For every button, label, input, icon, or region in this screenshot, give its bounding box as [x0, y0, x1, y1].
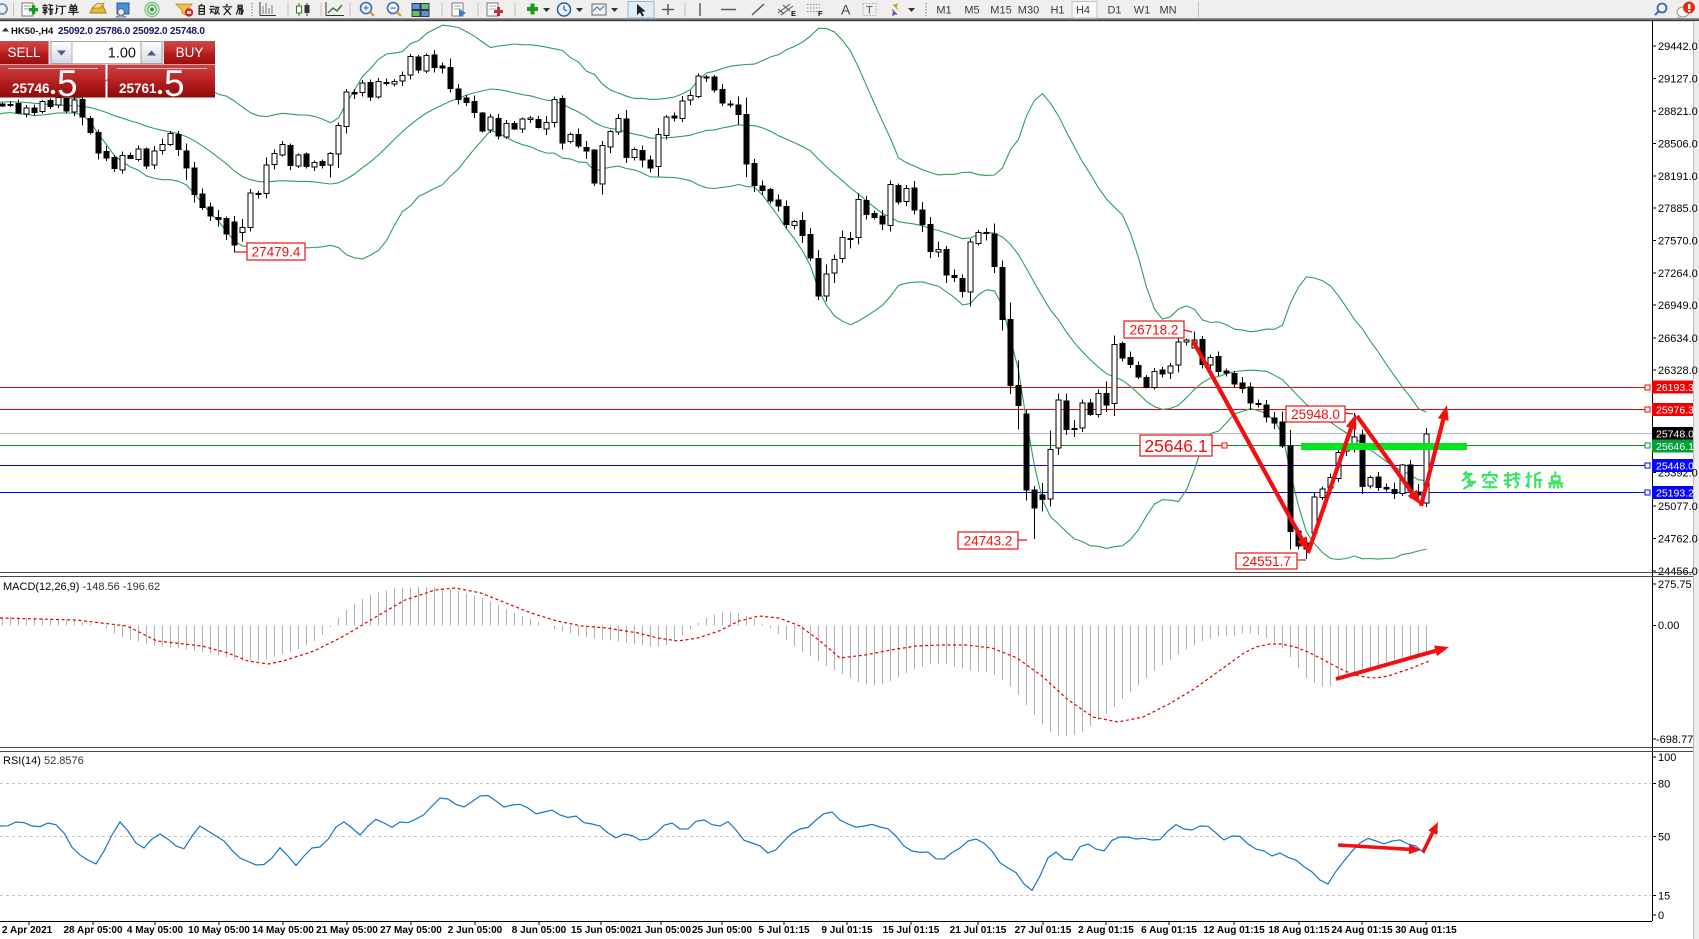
svg-text:28191.0: 28191.0 [1658, 171, 1698, 183]
svg-text:E: E [791, 9, 796, 18]
svg-text:15 Jul 01:15: 15 Jul 01:15 [883, 925, 940, 936]
svg-text:6 Aug 01:15: 6 Aug 01:15 [1141, 925, 1197, 936]
svg-text:15 Jun 05:00: 15 Jun 05:00 [571, 925, 631, 936]
svg-text:80: 80 [1658, 779, 1670, 791]
svg-text:BUY: BUY [176, 45, 204, 60]
svg-text:25761: 25761 [119, 81, 157, 96]
svg-text:25746: 25746 [12, 81, 50, 96]
svg-text:H1: H1 [1050, 5, 1064, 17]
svg-text:275.75: 275.75 [1658, 579, 1692, 591]
svg-text:29127.0: 29127.0 [1658, 74, 1698, 86]
svg-text:25646.1: 25646.1 [1144, 436, 1207, 456]
svg-text:MACD(12,26,9) -148.56 -196.62: MACD(12,26,9) -148.56 -196.62 [3, 581, 160, 593]
svg-text:24762.0: 24762.0 [1658, 534, 1698, 546]
svg-text:25 Jun 05:00: 25 Jun 05:00 [692, 925, 752, 936]
svg-text:A: A [841, 2, 851, 18]
svg-text:21 May 05:00: 21 May 05:00 [316, 925, 378, 936]
svg-text:F: F [818, 9, 823, 18]
svg-text:MN: MN [1159, 5, 1176, 17]
svg-text:10 May 05:00: 10 May 05:00 [188, 925, 250, 936]
svg-text:+: + [363, 4, 369, 15]
svg-text:27 Jul 01:15: 27 Jul 01:15 [1015, 925, 1072, 936]
svg-text:26634.0: 26634.0 [1658, 333, 1698, 345]
svg-text:27885.0: 27885.0 [1658, 203, 1698, 215]
svg-text:25976.3: 25976.3 [1656, 405, 1694, 417]
svg-text:25448.0: 25448.0 [1656, 461, 1694, 473]
svg-text:SELL: SELL [7, 45, 41, 60]
svg-text:21 Jul 01:15: 21 Jul 01:15 [950, 925, 1007, 936]
svg-text:18 Aug 01:15: 18 Aug 01:15 [1268, 925, 1330, 936]
svg-text:H4: H4 [1076, 5, 1090, 17]
svg-text:27264.0: 27264.0 [1658, 268, 1698, 280]
svg-text:T: T [866, 5, 873, 17]
svg-text:25748.0: 25748.0 [1656, 429, 1694, 441]
svg-text:0.00: 0.00 [1658, 620, 1679, 632]
svg-text:5 Jul 01:15: 5 Jul 01:15 [758, 925, 810, 936]
svg-text:26718.2: 26718.2 [1130, 322, 1179, 337]
svg-text:-698.77: -698.77 [1656, 734, 1693, 746]
svg-text:27 May 05:00: 27 May 05:00 [380, 925, 442, 936]
svg-text:27479.4: 27479.4 [252, 244, 301, 259]
svg-text:30 Aug 01:15: 30 Aug 01:15 [1395, 925, 1457, 936]
svg-text:4 May 05:00: 4 May 05:00 [127, 925, 184, 936]
svg-text:26328.0: 26328.0 [1658, 365, 1698, 377]
svg-text:100: 100 [1658, 752, 1676, 764]
svg-text:27570.0: 27570.0 [1658, 236, 1698, 248]
svg-text:25092.0 25786.0 25092.0 25748.: 25092.0 25786.0 25092.0 25748.0 [58, 26, 205, 37]
svg-text:25193.2: 25193.2 [1656, 488, 1694, 500]
svg-text:HK50-,H4: HK50-,H4 [11, 26, 54, 37]
svg-text:15: 15 [1658, 891, 1670, 903]
svg-text:21 Jun 05:00: 21 Jun 05:00 [631, 925, 691, 936]
svg-text:2 Jun 05:00: 2 Jun 05:00 [448, 925, 503, 936]
svg-text:25646.1: 25646.1 [1656, 441, 1694, 453]
svg-text:5: 5 [57, 63, 78, 104]
svg-text:29442.0: 29442.0 [1658, 41, 1698, 53]
svg-text:28821.0: 28821.0 [1658, 106, 1698, 118]
svg-text:−: − [390, 4, 396, 15]
svg-text:14 May 05:00: 14 May 05:00 [252, 925, 314, 936]
svg-text:M15: M15 [990, 5, 1011, 17]
svg-text:28 Apr 05:00: 28 Apr 05:00 [63, 925, 123, 936]
svg-text:26193.3: 26193.3 [1656, 382, 1694, 394]
svg-text:24551.7: 24551.7 [1242, 554, 1291, 569]
svg-text:8 Jun 05:00: 8 Jun 05:00 [512, 925, 567, 936]
svg-text:RSI(14) 52.8576: RSI(14) 52.8576 [3, 755, 84, 767]
svg-text:26949.0: 26949.0 [1658, 300, 1698, 312]
svg-text:W1: W1 [1134, 5, 1151, 17]
svg-text:2 Aug 01:15: 2 Aug 01:15 [1078, 925, 1134, 936]
svg-text:25948.0: 25948.0 [1291, 407, 1340, 422]
svg-text:24743.2: 24743.2 [964, 533, 1013, 548]
svg-text:24 Aug 01:15: 24 Aug 01:15 [1331, 925, 1393, 936]
svg-text:5: 5 [164, 63, 185, 104]
svg-text:M30: M30 [1018, 5, 1039, 17]
svg-text:50: 50 [1658, 832, 1670, 844]
svg-text:1.00: 1.00 [108, 46, 136, 62]
svg-text:2 Apr 2021: 2 Apr 2021 [2, 925, 53, 936]
svg-text:9 Jul 01:15: 9 Jul 01:15 [821, 925, 873, 936]
svg-text:25077.0: 25077.0 [1658, 501, 1698, 513]
svg-text:M1: M1 [936, 5, 951, 17]
svg-text:0: 0 [1658, 910, 1664, 922]
svg-text:28506.0: 28506.0 [1658, 139, 1698, 151]
svg-text:D1: D1 [1107, 5, 1121, 17]
svg-text:12 Aug 01:15: 12 Aug 01:15 [1203, 925, 1265, 936]
svg-text:M5: M5 [964, 5, 979, 17]
